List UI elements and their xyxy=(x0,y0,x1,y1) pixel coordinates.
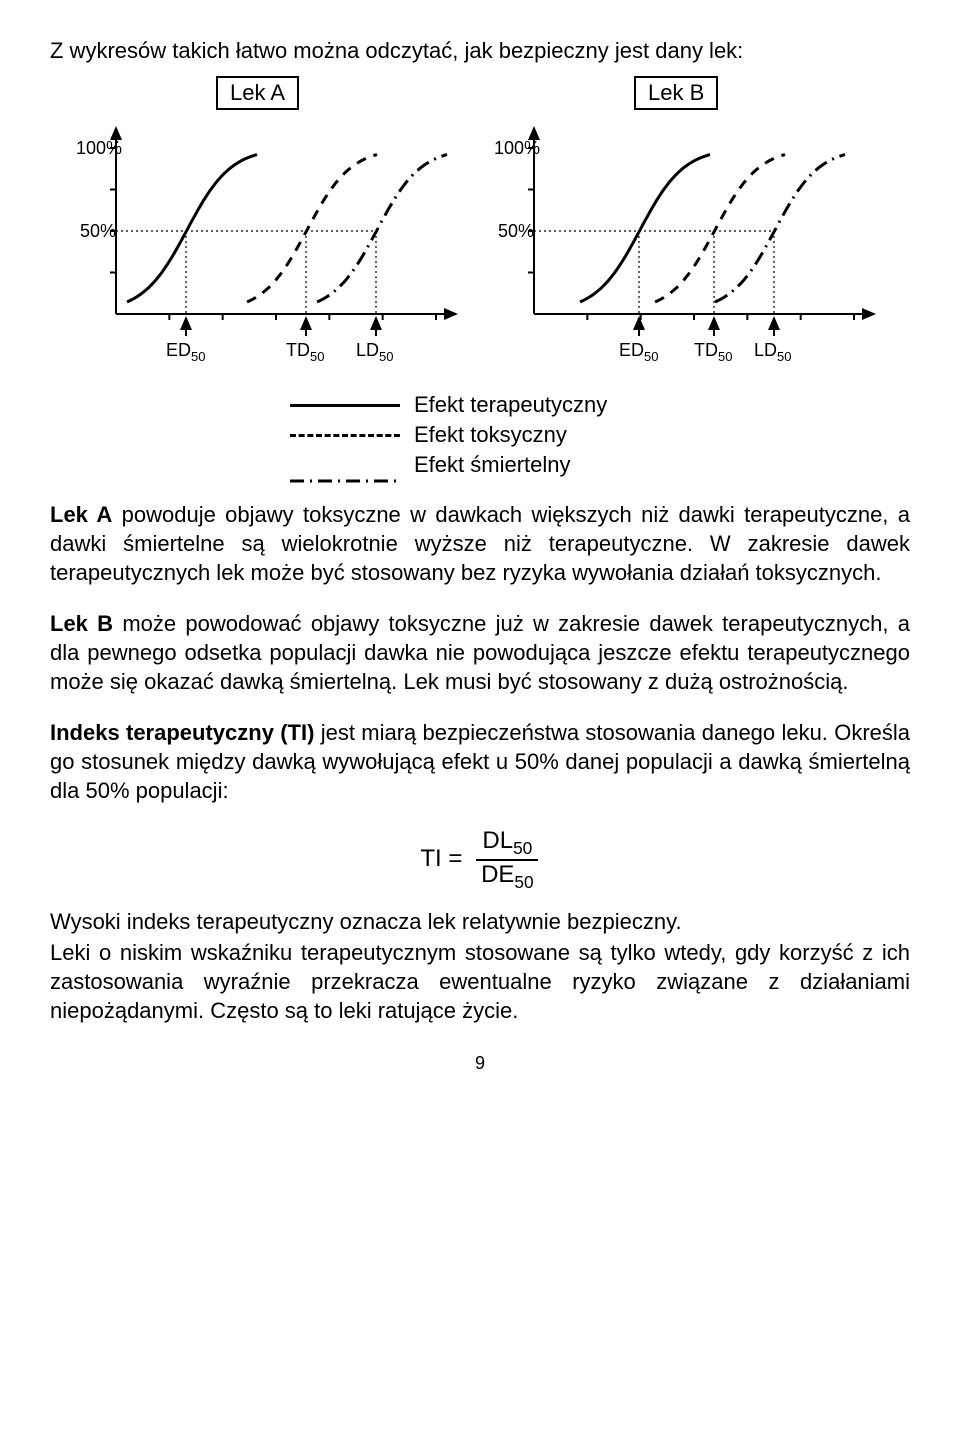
formula-numerator: DL50 xyxy=(476,827,538,861)
svg-text:TD50: TD50 xyxy=(694,340,732,364)
legend-dash-line-icon xyxy=(290,434,400,437)
chart-a-svg: 100% 50% ED50 TD50 LD50 xyxy=(76,114,466,374)
legend-label-2: Efekt toksyczny xyxy=(414,422,567,448)
para1-body: powoduje objawy toksyczne w dawkach więk… xyxy=(50,502,910,585)
chart-a-block: Lek A 100% 50% ED50 TD50 LD50 xyxy=(76,76,466,380)
para3-bold: Indeks terapeutyczny (TI) xyxy=(50,720,314,745)
legend-label-1: Efekt terapeutyczny xyxy=(414,392,607,418)
chart-b-svg: 100% 50% ED50 TD50 LD50 xyxy=(494,114,884,374)
chart-a-title: Lek A xyxy=(216,76,299,110)
svg-text:100%: 100% xyxy=(494,138,540,158)
formula-fraction: DL50 DE50 xyxy=(475,827,540,893)
paragraph-lek-a: Lek A powoduje objawy toksyczne w dawkac… xyxy=(50,500,910,587)
svg-text:TD50: TD50 xyxy=(286,340,324,364)
legend-dashdot-line-icon xyxy=(290,463,400,467)
legend-row-3: Efekt śmiertelny xyxy=(290,452,910,478)
chart-b-title: Lek B xyxy=(634,76,718,110)
legend-row-2: Efekt toksyczny xyxy=(290,422,910,448)
para2-body: może powodować objawy toksyczne już w za… xyxy=(50,611,910,694)
formula-lhs: TI = xyxy=(420,845,462,872)
paragraph-lek-b: Lek B może powodować objawy toksyczne ju… xyxy=(50,609,910,696)
charts-row: Lek A 100% 50% ED50 TD50 LD50 Lek B 100% 50% E… xyxy=(50,76,910,380)
page-number: 9 xyxy=(50,1053,910,1074)
legend-row-1: Efekt terapeutyczny xyxy=(290,392,910,418)
svg-text:50%: 50% xyxy=(498,221,534,241)
svg-text:ED50: ED50 xyxy=(619,340,658,364)
legend-label-3: Efekt śmiertelny xyxy=(414,452,571,478)
paragraph-high-ti: Wysoki indeks terapeutyczny oznacza lek … xyxy=(50,907,910,936)
intro-text: Z wykresów takich łatwo można odczytać, … xyxy=(50,38,910,64)
legend-solid-line-icon xyxy=(290,404,400,407)
ti-formula: TI = DL50 DE50 xyxy=(50,827,910,893)
paragraph-low-ti: Leki o niskim wskaźniku terapeutycznym s… xyxy=(50,938,910,1025)
svg-text:100%: 100% xyxy=(76,138,122,158)
legend: Efekt terapeutyczny Efekt toksyczny Efek… xyxy=(290,392,910,478)
svg-text:LD50: LD50 xyxy=(356,340,393,364)
chart-b-block: Lek B 100% 50% ED50 TD50 LD50 xyxy=(494,76,884,380)
para2-bold: Lek B xyxy=(50,611,113,636)
paragraph-ti: Indeks terapeutyczny (TI) jest miarą bez… xyxy=(50,718,910,805)
svg-text:LD50: LD50 xyxy=(754,340,791,364)
svg-text:ED50: ED50 xyxy=(166,340,205,364)
para1-bold: Lek A xyxy=(50,502,112,527)
svg-text:50%: 50% xyxy=(80,221,116,241)
formula-denominator: DE50 xyxy=(475,861,540,893)
